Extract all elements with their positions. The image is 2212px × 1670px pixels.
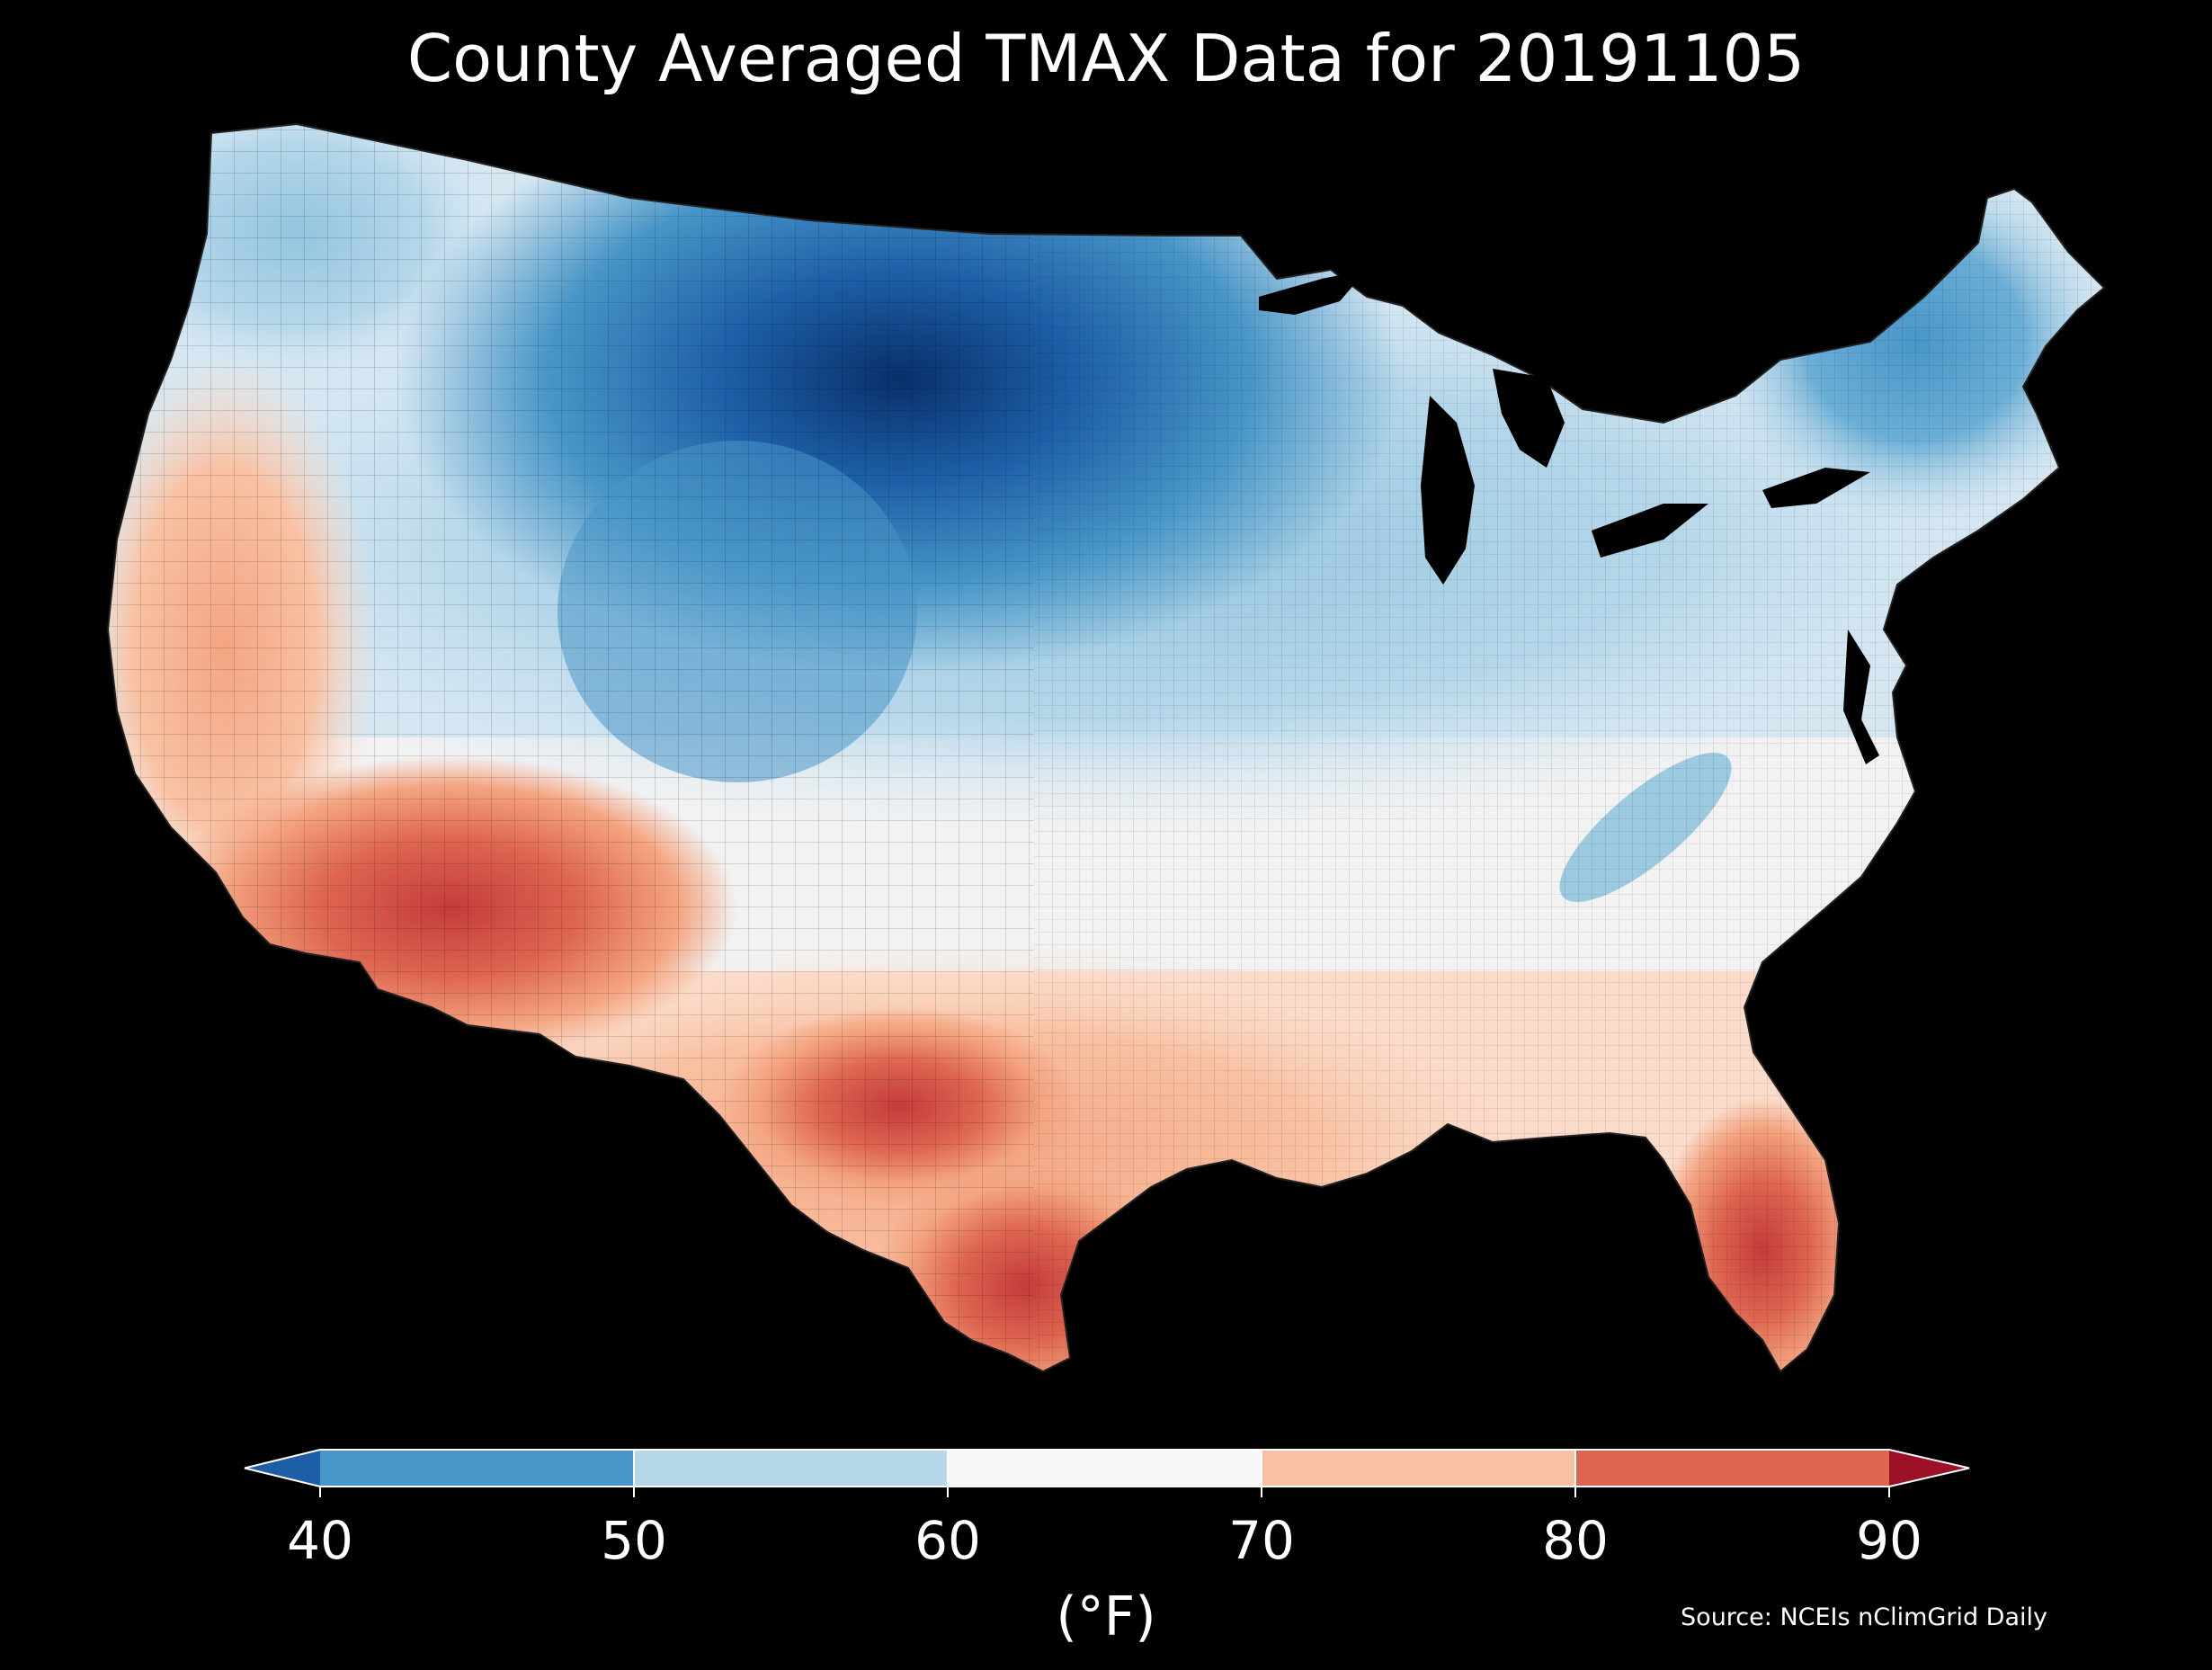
chesapeake-bay — [1843, 630, 1879, 764]
map-title: County Averaged TMAX Data for 20191105 — [406, 21, 1806, 96]
colorbar-tick-80: 80 — [1542, 1510, 1609, 1571]
colorbar-tick-70: 70 — [1228, 1510, 1295, 1571]
colorbar-units-label: (°F) — [1056, 1585, 1156, 1648]
colorbar-tick-50: 50 — [601, 1510, 667, 1571]
colorbar-tick-40: 40 — [287, 1510, 353, 1571]
great-lakes — [1259, 270, 1870, 585]
colorbar-tick-60: 60 — [914, 1510, 981, 1571]
source-credit: Source: NCEIs nClimGrid Daily — [1681, 1603, 2047, 1631]
us-outline — [106, 122, 2106, 1373]
colorbar-tick-90: 90 — [1856, 1510, 1922, 1571]
